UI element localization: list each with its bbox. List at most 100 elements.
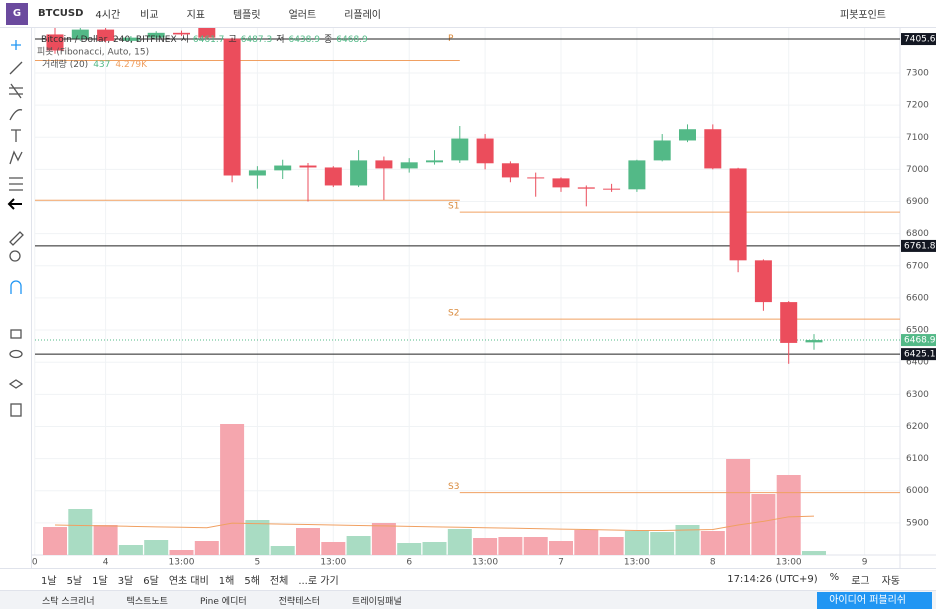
candle-body xyxy=(805,340,823,343)
range-button[interactable]: 전체 xyxy=(269,576,289,587)
clock: 17:14:26 (UTC+9) xyxy=(727,574,818,585)
candle-body xyxy=(223,38,241,176)
scale-button[interactable]: 로그 xyxy=(851,576,870,587)
candle-body xyxy=(451,138,469,161)
volume-bar xyxy=(700,531,725,555)
line-tool[interactable] xyxy=(9,61,23,75)
candle-body xyxy=(653,140,671,161)
magnet-tool[interactable] xyxy=(10,280,22,294)
ohlc-name: 종 xyxy=(324,34,332,45)
toolbar-item[interactable]: 템플릿 xyxy=(232,10,261,21)
tab[interactable]: 트레이딩패널 xyxy=(352,596,402,607)
volume-bar xyxy=(624,531,649,555)
range-button[interactable]: 5해 xyxy=(244,576,260,587)
logo[interactable]: G xyxy=(6,2,28,25)
volume-bar xyxy=(726,459,751,555)
volume-ma-line xyxy=(54,515,815,531)
volume-bar xyxy=(321,542,346,555)
back-tool[interactable] xyxy=(7,198,22,210)
candle-body xyxy=(122,37,140,41)
toolbar-item[interactable]: 비교 xyxy=(140,10,159,21)
y-tick-label: 6800 xyxy=(906,229,929,239)
y-tick-label: 6300 xyxy=(906,390,929,400)
top-toolbar: G BTCUSD 4시간 비교 지표 템플릿 얼러트 리플레이 피봇포인트 xyxy=(0,0,936,28)
volume-bar xyxy=(650,532,675,555)
range-button[interactable]: 1해 xyxy=(218,576,235,587)
eye-tool[interactable] xyxy=(9,349,23,359)
tab[interactable]: 텍스트노트 xyxy=(126,596,168,607)
toolbar-item[interactable]: 리플레이 xyxy=(344,10,382,21)
volume-bar xyxy=(371,523,396,555)
range-button[interactable]: 6달 xyxy=(143,576,159,587)
volume-bar xyxy=(802,551,826,555)
range-button[interactable]: 연초 대비 xyxy=(168,576,209,587)
x-tick-label: 0 xyxy=(32,558,38,568)
y-tick-label: 7200 xyxy=(906,101,929,111)
lock-tool[interactable] xyxy=(10,329,22,339)
candle-body xyxy=(350,160,368,186)
candle-body xyxy=(426,160,443,163)
candle-body xyxy=(552,178,570,188)
price-label-box xyxy=(901,239,936,252)
tab[interactable]: 전략테스터 xyxy=(278,596,321,607)
publish-button[interactable]: 아이디어 퍼블리쉬 xyxy=(817,591,932,609)
pattern-tool[interactable] xyxy=(9,150,23,165)
zoom-tool[interactable] xyxy=(9,250,21,262)
candle-body xyxy=(729,168,747,261)
range-button[interactable]: 5날 xyxy=(66,576,83,587)
volume-bar xyxy=(473,538,498,555)
candle-body xyxy=(198,28,216,38)
candle-body xyxy=(274,165,292,171)
price-label: 6761.8 xyxy=(904,241,936,251)
volume-bar xyxy=(144,540,169,555)
toolbar-item[interactable]: 얼러트 xyxy=(288,10,317,21)
ohlc-name: 저 xyxy=(276,34,284,45)
volume-bar xyxy=(296,528,320,555)
pivot-label: S1 xyxy=(448,202,459,212)
scale-button[interactable]: % xyxy=(829,572,840,583)
layers-tool[interactable] xyxy=(8,379,24,389)
volume-bar xyxy=(447,529,472,555)
range-button[interactable]: 3달 xyxy=(117,576,134,587)
candle-body xyxy=(147,32,165,38)
toolbar-item[interactable]: 지표 xyxy=(186,10,205,21)
y-tick-label: 6700 xyxy=(906,261,929,271)
y-tick-label: 6400 xyxy=(906,358,929,368)
pivot-button[interactable]: 피봇포인트 xyxy=(840,10,886,21)
scale-button[interactable]: 자동 xyxy=(881,576,900,587)
y-tick-label: 7100 xyxy=(906,133,929,143)
bottom-tabs: 스탁 스크리너 텍스트노트 Pine 에디터 전략테스터 트레이딩패널 아이디어 퍼블리… xyxy=(0,590,936,609)
range-button[interactable]: 1달 xyxy=(92,576,108,587)
x-tick-label: 9 xyxy=(862,558,868,568)
brush-tool[interactable] xyxy=(9,109,23,121)
cross-tool[interactable] xyxy=(11,40,21,50)
y-tick-label: 6900 xyxy=(906,197,929,207)
tab[interactable]: Pine 에디터 xyxy=(199,596,247,607)
ohlc-value: 6468.9 xyxy=(336,35,368,45)
text-tool[interactable] xyxy=(11,129,21,142)
symbol[interactable]: BTCUSD xyxy=(38,8,84,19)
y-tick-label: 6000 xyxy=(906,486,929,496)
legend-pivot: 피봇 (Fibonacci, Auto, 15) xyxy=(37,47,149,58)
left-toolbar xyxy=(0,28,32,568)
candle-body xyxy=(71,29,89,39)
measure-tool[interactable] xyxy=(9,177,23,191)
tab[interactable]: 스탁 스크리너 xyxy=(42,596,95,607)
ohlc-name: 시 xyxy=(181,34,189,45)
candle-body xyxy=(476,138,494,164)
volume-bar xyxy=(43,527,67,555)
ruler-tool[interactable] xyxy=(9,231,24,246)
x-tick-label: 13:00 xyxy=(169,558,195,568)
volume-bar xyxy=(220,424,245,555)
x-tick-label: 6 xyxy=(406,558,412,568)
x-tick-label: 13:00 xyxy=(320,558,346,568)
trash-tool[interactable] xyxy=(10,403,22,417)
fib-tool[interactable] xyxy=(9,83,23,99)
range-button[interactable]: 1날 xyxy=(41,576,57,587)
range-button[interactable]: ...로 가기 xyxy=(298,576,339,587)
volume-name: 거래량 (20) xyxy=(42,58,88,70)
interval[interactable]: 4시간 xyxy=(95,10,121,21)
x-tick-label: 13:00 xyxy=(472,558,498,568)
volume-bar xyxy=(194,541,219,555)
